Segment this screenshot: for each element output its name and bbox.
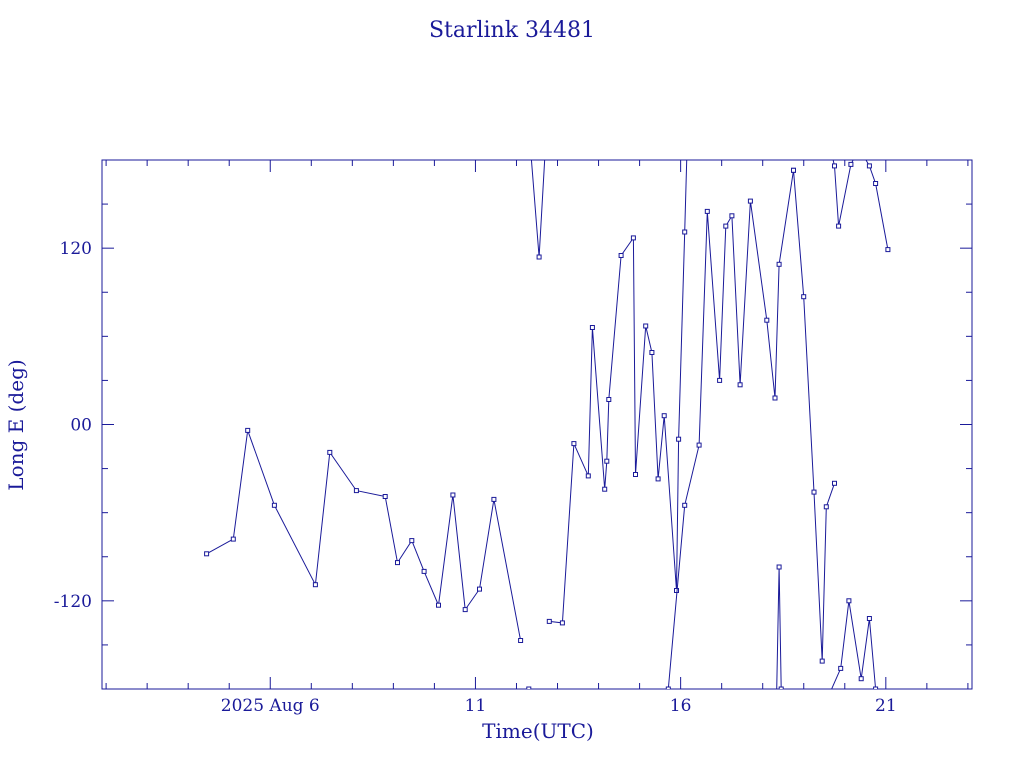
x-tick-label: 16 <box>670 696 692 716</box>
data-point <box>848 161 854 167</box>
data-point <box>633 472 638 477</box>
data-point <box>696 442 702 448</box>
data-point <box>723 223 729 229</box>
series-line <box>831 600 877 689</box>
data-point <box>589 325 595 330</box>
data-point <box>604 458 610 464</box>
data-point <box>866 616 872 621</box>
data-point <box>327 449 333 455</box>
data-point <box>450 492 456 498</box>
data-point <box>409 538 415 544</box>
data-point <box>312 582 318 588</box>
data-point <box>571 441 577 447</box>
data-point <box>536 254 542 260</box>
data-point <box>665 686 671 689</box>
series-line <box>776 566 782 689</box>
data-point <box>776 564 782 570</box>
data-point <box>491 496 497 502</box>
series-line <box>793 170 835 662</box>
data-point <box>866 163 872 169</box>
axis-ticks <box>102 160 972 689</box>
data-point <box>618 253 624 258</box>
data-point <box>421 568 427 574</box>
data-point <box>778 686 784 689</box>
data-point <box>661 413 667 419</box>
series-line <box>832 160 889 250</box>
data-point <box>559 620 565 626</box>
data-point <box>602 486 608 492</box>
data-point <box>245 427 251 433</box>
x-tick-label: 2025 Aug 6 <box>221 696 320 716</box>
data-point <box>353 488 359 494</box>
data-point <box>271 502 277 508</box>
series-line <box>206 430 522 641</box>
data-point <box>836 223 842 229</box>
data-point <box>518 638 524 643</box>
tick-labels: 2025 Aug 6 11 16 21 120 00 -120 <box>54 239 897 716</box>
x-tick-label: 21 <box>875 696 897 716</box>
data-point <box>832 163 837 169</box>
data-point <box>811 489 817 495</box>
data-point <box>606 397 612 402</box>
data-point <box>682 229 688 235</box>
data-point <box>772 395 778 401</box>
series-line <box>667 170 794 689</box>
data-point <box>682 502 688 508</box>
y-tick-label: -120 <box>54 592 92 612</box>
data-point <box>801 294 807 300</box>
data-point <box>649 350 655 355</box>
data-point <box>776 261 782 267</box>
data-point <box>764 317 770 323</box>
chart-title: Starlink 34481 <box>429 18 595 43</box>
data-point <box>704 208 710 214</box>
data-point <box>747 198 753 204</box>
data-point <box>655 476 661 482</box>
data-point <box>873 181 879 186</box>
data-point <box>526 686 532 689</box>
data-point <box>436 602 441 608</box>
data-point <box>630 235 636 241</box>
data-point <box>643 323 649 329</box>
data-point <box>823 504 829 510</box>
data-point <box>791 167 796 173</box>
data-point <box>873 686 879 689</box>
data-point <box>885 247 891 253</box>
series-line <box>530 160 546 258</box>
data-point <box>717 377 723 383</box>
x-axis-label: Time(UTC) <box>482 719 594 743</box>
data-point <box>819 658 825 664</box>
x-tick-label: 11 <box>465 696 487 716</box>
series-line <box>549 160 688 624</box>
plot-frame <box>101 159 973 690</box>
y-tick-label: 120 <box>60 239 92 259</box>
data-point <box>676 436 682 442</box>
data-point <box>382 494 388 499</box>
y-tick-label: 00 <box>70 416 92 436</box>
y-axis-label: Long E (deg) <box>4 359 28 490</box>
data-point <box>838 665 844 671</box>
data-point <box>395 560 400 566</box>
data-point <box>729 213 735 219</box>
data-point <box>846 598 852 604</box>
data-point <box>230 536 236 542</box>
data-point <box>477 586 482 592</box>
data-series <box>204 160 891 689</box>
data-point <box>858 676 864 682</box>
data-point <box>585 473 591 479</box>
data-point <box>204 551 210 557</box>
data-point <box>546 618 552 624</box>
data-point <box>737 382 743 388</box>
data-point <box>832 480 837 486</box>
data-point <box>462 607 468 613</box>
